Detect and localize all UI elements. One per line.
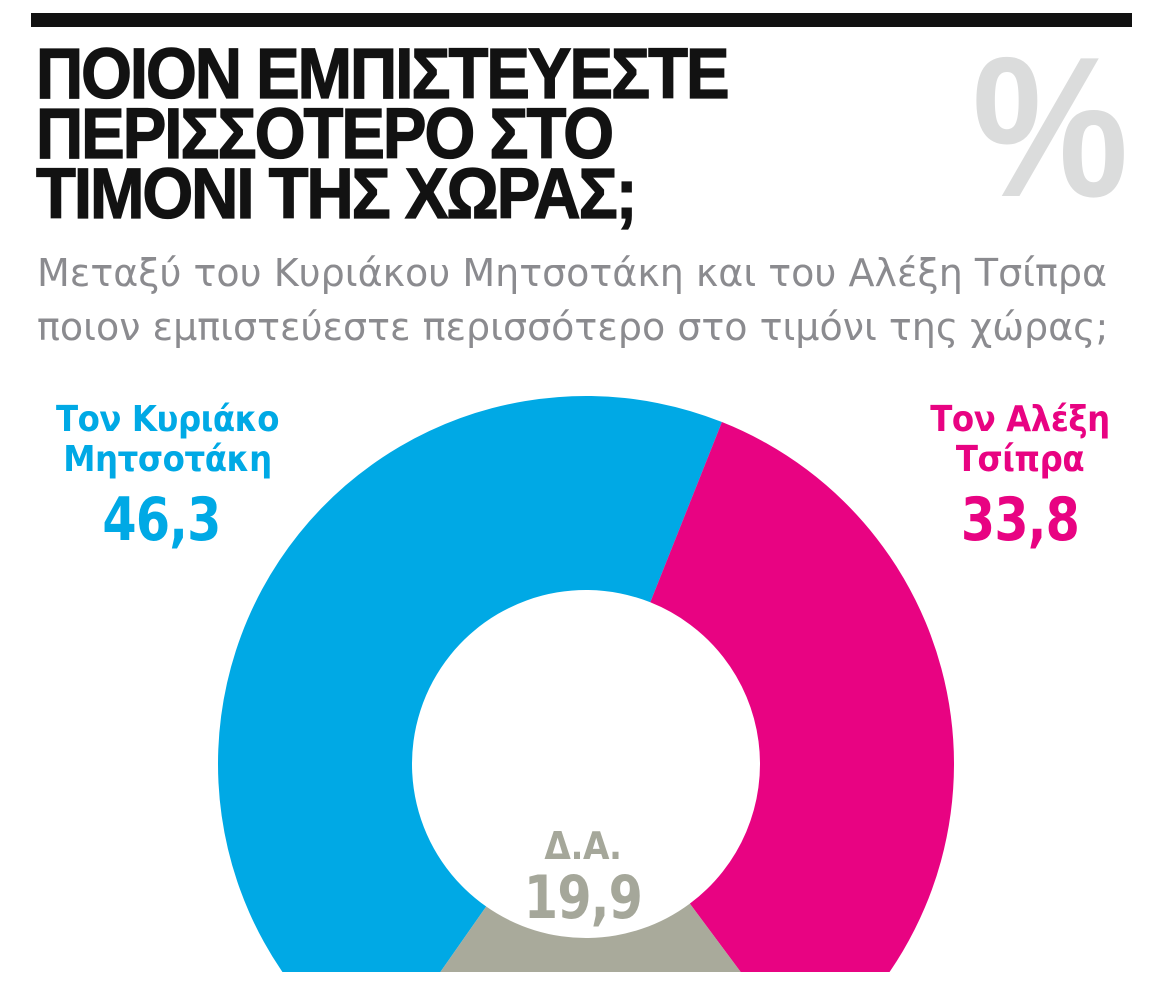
subtitle-line-1: Μεταξύ του Κυριάκου Μητσοτάκη και του Αλ… — [37, 251, 1108, 295]
subtitle: Μεταξύ του Κυριάκου Μητσοτάκη και του Αλ… — [37, 246, 1108, 354]
title-line-3: ΤΙΜΟΝΙ ΤΗΣ ΧΩΡΑΣ; — [35, 155, 638, 234]
donut-segment-tsipras — [650, 422, 954, 972]
label-mitsotakis-line1: Τον Κυριάκο — [55, 399, 280, 440]
title-line-2: ΠΕΡΙΣΣΟΤΕΡΟ ΣΤΟ — [35, 95, 614, 174]
title-line-1: ΠΟΙΟΝ ΕΜΠΙΣΤΕΥΕΣΤΕ — [35, 35, 730, 114]
label-da: Δ.Α. 19,9 — [463, 826, 703, 928]
top-rule — [31, 13, 1132, 27]
page-title: ΠΟΙΟΝ ΕΜΠΙΣΤΕΥΕΣΤΕ ΠΕΡΙΣΣΟΤΕΡΟ ΣΤΟ ΤΙΜΟΝ… — [35, 35, 730, 234]
subtitle-line-2: ποιον εμπιστεύεστε περισσότερο στο τιμόν… — [37, 305, 1109, 349]
donut-segment-mitsotakis — [217, 396, 722, 972]
value-mitsotakis: 46,3 — [102, 485, 221, 555]
label-tsipras-line1: Τον Αλέξη — [930, 399, 1110, 440]
label-mitsotakis: Τον Κυριάκο Μητσοτάκη 46,3 — [30, 399, 305, 555]
label-da-text: Δ.Α. — [544, 824, 622, 868]
value-tsipras: 33,8 — [960, 485, 1080, 555]
donut-segment-da — [440, 903, 741, 972]
label-mitsotakis-line2: Μητσοτάκη — [63, 439, 272, 480]
donut-chart — [217, 396, 954, 972]
value-da: 19,9 — [523, 863, 643, 933]
label-tsipras-line2: Τσίπρα — [955, 439, 1085, 480]
percent-symbol: % — [972, 16, 1129, 239]
label-tsipras: Τον Αλέξη Τσίπρα 33,8 — [905, 399, 1135, 555]
